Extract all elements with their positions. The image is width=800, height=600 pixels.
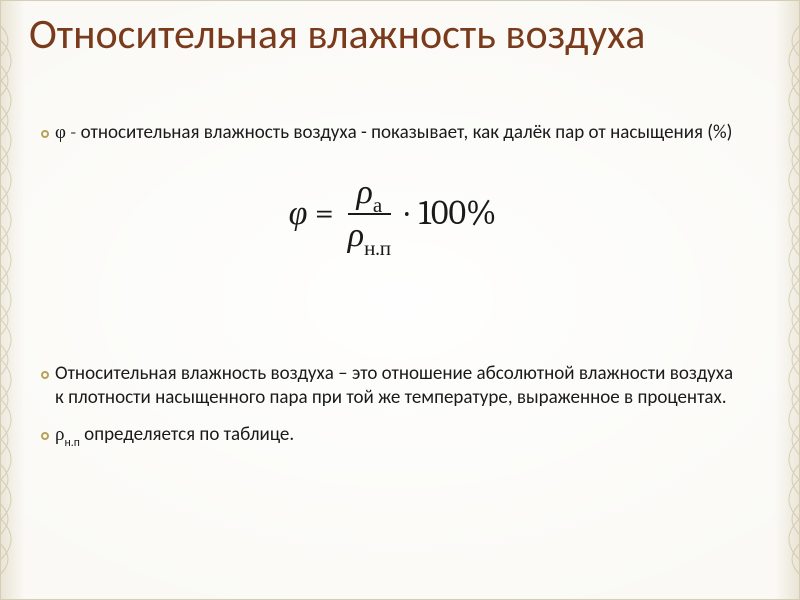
bullet-text: φ - относительная влажность воздуха - по… (55, 121, 744, 145)
formula-numerator: ρа (357, 175, 383, 209)
bullet-ring-icon (41, 432, 55, 440)
slide-shadow (5, 595, 800, 600)
bullet-ring-icon (41, 371, 55, 379)
formula-block: φ = ρа ρн.п · 100% (41, 175, 744, 252)
rho-symbol: ρ (357, 172, 373, 212)
bullet-item: ρн.п определяется по таблице. (41, 423, 744, 447)
slide-body: φ - относительная влажность воздуха - по… (41, 121, 744, 461)
subscript-np: н.п (364, 237, 391, 261)
phi-symbol: φ - (55, 121, 81, 143)
bullet-text: ρн.п определяется по таблице. (55, 423, 744, 447)
decorative-left-edge (1, 1, 41, 599)
bullet-text-rest: относительная влажность воздуха - показы… (81, 121, 733, 144)
subscript-np: н.п (64, 436, 79, 450)
bullet-item: Относительная влажность воздуха – это от… (41, 362, 744, 410)
formula: φ = ρа ρн.п · 100% (289, 175, 497, 252)
slide-title: Относительная влажность воздуха (29, 13, 771, 57)
spacer (41, 292, 744, 362)
formula-fraction: ρа ρн.п (344, 175, 395, 252)
formula-eq: = (307, 193, 333, 233)
decorative-right-edge (759, 1, 799, 599)
scroll-pattern-icon (759, 1, 799, 599)
formula-lhs: φ (289, 193, 308, 233)
bullet-item: φ - относительная влажность воздуха - по… (41, 121, 744, 145)
bullet-text: Относительная влажность воздуха – это от… (55, 362, 744, 410)
formula-denominator: ρн.п (348, 218, 391, 252)
subscript-a: а (373, 194, 382, 218)
formula-factor: 100% (419, 193, 497, 233)
rho-symbol: ρ (348, 215, 364, 255)
slide: Относительная влажность воздуха φ - отно… (0, 0, 800, 600)
bullet-ring-icon (41, 130, 55, 138)
scroll-pattern-icon (1, 1, 41, 599)
formula-dot: · (405, 193, 409, 233)
bullet-text-rest: определяется по таблице. (80, 423, 294, 446)
